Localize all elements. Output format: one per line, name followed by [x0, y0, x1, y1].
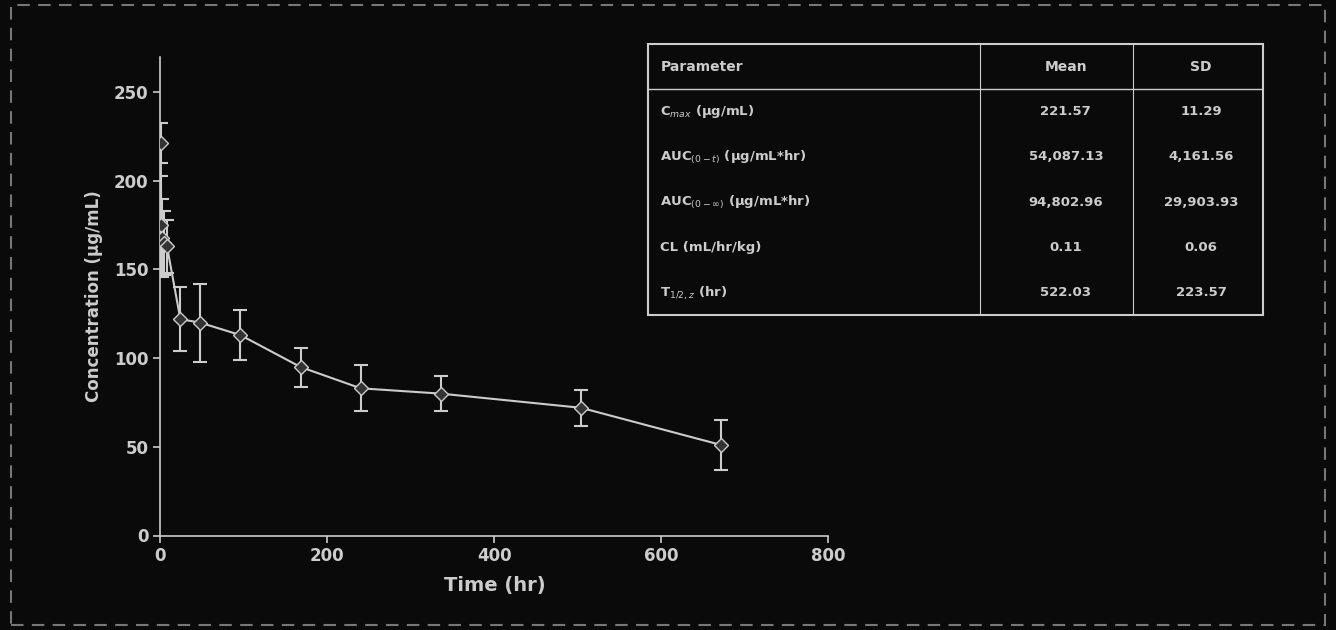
Text: T$_{1/2,z}$ (hr): T$_{1/2,z}$ (hr) — [660, 284, 728, 301]
Text: 221.57: 221.57 — [1041, 105, 1092, 118]
Text: 29,903.93: 29,903.93 — [1164, 196, 1238, 209]
Text: 11.29: 11.29 — [1180, 105, 1222, 118]
Y-axis label: Concentration (μg/mL): Concentration (μg/mL) — [84, 190, 103, 402]
Text: CL (mL/hr/kg): CL (mL/hr/kg) — [660, 241, 762, 254]
Text: SD: SD — [1190, 60, 1212, 74]
X-axis label: Time (hr): Time (hr) — [444, 576, 545, 595]
Text: Parameter: Parameter — [660, 60, 743, 74]
Text: C$_{max}$ (μg/mL): C$_{max}$ (μg/mL) — [660, 103, 755, 120]
Text: AUC$_{(0-∞)}$ (μg/mL*hr): AUC$_{(0-∞)}$ (μg/mL*hr) — [660, 193, 811, 210]
Text: 4,161.56: 4,161.56 — [1169, 151, 1233, 163]
Text: AUC$_{(0-t)}$ (μg/mL*hr): AUC$_{(0-t)}$ (μg/mL*hr) — [660, 149, 807, 166]
Text: 0.06: 0.06 — [1185, 241, 1217, 254]
Text: 522.03: 522.03 — [1041, 286, 1092, 299]
Text: 223.57: 223.57 — [1176, 286, 1226, 299]
Text: Mean: Mean — [1045, 60, 1088, 74]
Text: 0.11: 0.11 — [1050, 241, 1082, 254]
Text: 54,087.13: 54,087.13 — [1029, 151, 1104, 163]
Text: 94,802.96: 94,802.96 — [1029, 196, 1104, 209]
